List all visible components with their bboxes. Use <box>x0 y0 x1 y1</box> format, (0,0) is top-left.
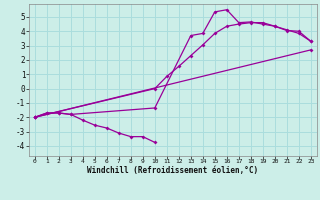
X-axis label: Windchill (Refroidissement éolien,°C): Windchill (Refroidissement éolien,°C) <box>87 166 258 175</box>
